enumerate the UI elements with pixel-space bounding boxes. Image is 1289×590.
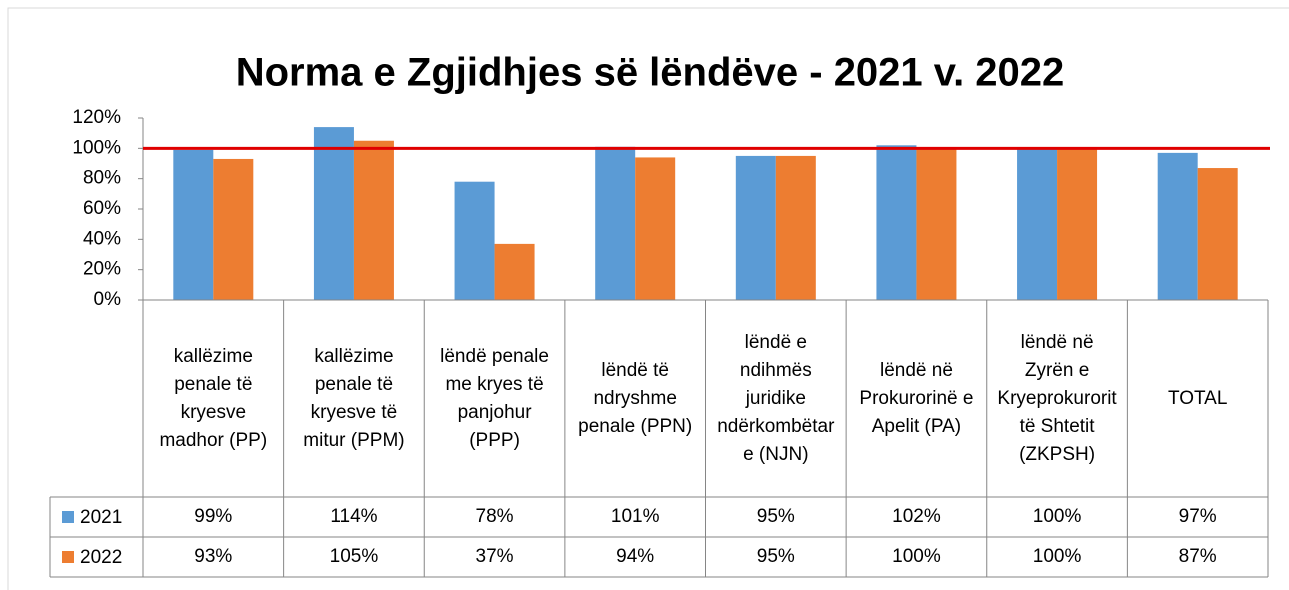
legend-label: 2021 xyxy=(80,507,122,528)
table-value: 100% xyxy=(1032,506,1082,527)
y-tick-label: 120% xyxy=(72,107,121,128)
bar xyxy=(1157,152,1198,300)
table-value: 114% xyxy=(330,506,378,527)
bar xyxy=(1057,148,1098,300)
y-tick-label: 20% xyxy=(83,259,121,280)
chart-title: Norma e Zgjidhjes së lëndëve - 2021 v. 2… xyxy=(236,51,1065,95)
category-label: TOTAL xyxy=(1167,387,1228,409)
category-label: kallëzime penale të kryesve madhor (PP) xyxy=(159,345,268,451)
y-tick-label: 80% xyxy=(83,168,121,189)
bar xyxy=(353,140,394,300)
bar xyxy=(735,155,776,300)
bar xyxy=(1017,148,1058,300)
category-label: lëndë në Prokurorinë e Apelit (PA) xyxy=(859,359,974,437)
category-label: lëndë e ndihmës juridike ndërkombëtare (… xyxy=(717,331,835,465)
table-value: 101% xyxy=(610,506,660,527)
category-label: lëndë në Zyrën e Kryeprokurorit të Shtet… xyxy=(997,331,1117,465)
legend-key xyxy=(62,511,74,523)
bar xyxy=(494,243,535,300)
y-tick-label: 40% xyxy=(83,228,121,249)
bar xyxy=(916,148,957,300)
bar xyxy=(775,155,816,300)
table-value: 99% xyxy=(194,506,233,527)
table-value: 95% xyxy=(756,506,795,527)
table-value: 78% xyxy=(475,506,514,527)
chart-border xyxy=(7,7,1289,590)
category-label: kallëzime penale të kryesve të mitur (PP… xyxy=(303,345,405,451)
bar xyxy=(876,145,917,300)
table-value: 37% xyxy=(475,546,514,567)
table-value: 87% xyxy=(1178,546,1217,567)
category-label: lëndë penale me kryes të panjohur (PPP) xyxy=(440,345,549,451)
bar xyxy=(1197,168,1238,300)
bar xyxy=(313,127,354,300)
y-tick-label: 0% xyxy=(94,289,122,310)
y-tick-label: 100% xyxy=(72,137,121,158)
table-value: 100% xyxy=(892,546,941,567)
legend-label: 2022 xyxy=(80,547,122,568)
category-label: lëndë të ndryshme penale (PPN) xyxy=(578,359,693,437)
bar xyxy=(173,149,214,300)
bar xyxy=(595,146,636,300)
bar xyxy=(635,157,676,300)
table-value: 94% xyxy=(616,546,655,567)
table-value: 105% xyxy=(329,546,379,567)
bar xyxy=(213,158,254,300)
table-value: 95% xyxy=(756,546,795,567)
bar xyxy=(454,181,495,300)
table-value: 102% xyxy=(892,506,941,527)
table-value: 100% xyxy=(1032,546,1082,567)
legend-key xyxy=(62,551,74,563)
table-value: 97% xyxy=(1178,506,1217,527)
y-tick-label: 60% xyxy=(83,198,121,219)
table-value: 93% xyxy=(194,546,233,567)
